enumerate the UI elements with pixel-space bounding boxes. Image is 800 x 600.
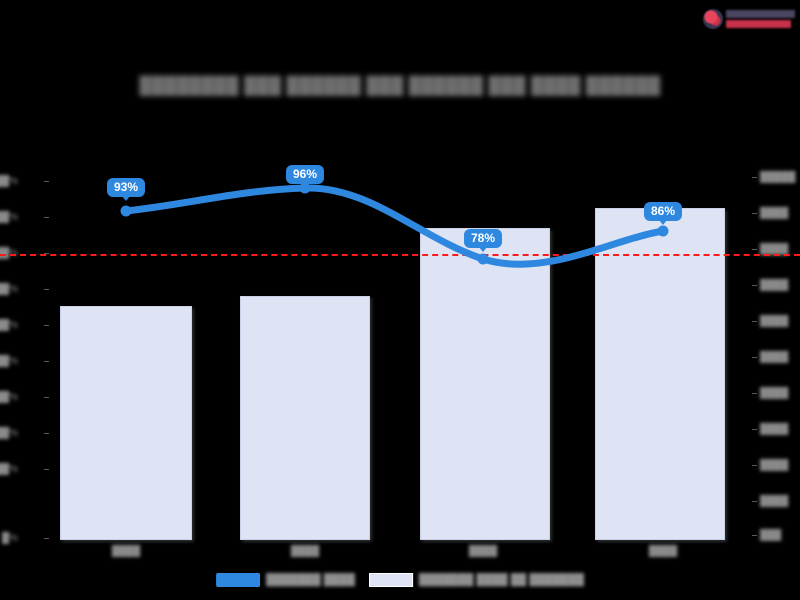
chart-legend: ███████ ████ ███████ ████ ██ ███████ bbox=[206, 568, 594, 592]
right-axis-tick bbox=[752, 465, 757, 466]
data-label-3: 78% bbox=[463, 229, 503, 252]
left-axis-label: █% bbox=[2, 533, 18, 544]
left-axis-tick bbox=[44, 433, 49, 434]
left-axis-tick bbox=[44, 361, 49, 362]
right-axis-label: ████ bbox=[760, 316, 789, 327]
left-axis-label: ██% bbox=[0, 284, 18, 295]
left-axis-label: ██% bbox=[0, 428, 18, 439]
right-axis-tick bbox=[752, 249, 757, 250]
bar-category-3[interactable] bbox=[420, 228, 550, 540]
line-point-1[interactable] bbox=[120, 205, 132, 217]
legend-label-line-series: ███████ ████ bbox=[266, 574, 355, 586]
x-axis-label-4: ████ bbox=[648, 546, 678, 557]
data-label-1: 93% bbox=[106, 178, 146, 201]
target-reference-line bbox=[0, 254, 800, 256]
left-axis-tick bbox=[44, 538, 49, 539]
x-axis-label-1: ████ bbox=[111, 546, 141, 557]
left-axis-tick bbox=[44, 217, 49, 218]
left-axis-label: ███% bbox=[0, 248, 18, 259]
legend-swatch-bar-icon bbox=[368, 573, 413, 587]
right-axis-label: ████ bbox=[760, 352, 789, 363]
right-axis-tick bbox=[752, 501, 757, 502]
right-axis-tick bbox=[752, 285, 757, 286]
right-axis-tick bbox=[752, 213, 757, 214]
right-axis-tick bbox=[752, 393, 757, 394]
brand-logo bbox=[703, 5, 795, 33]
x-axis-label-2: ████ bbox=[290, 546, 320, 557]
left-axis-label: ██% bbox=[0, 464, 18, 475]
left-axis-label: ███% bbox=[0, 176, 18, 187]
right-axis-label: ████ bbox=[760, 280, 789, 291]
flower-circle-icon bbox=[703, 9, 723, 29]
left-axis-tick bbox=[44, 289, 49, 290]
right-axis-label: ████ bbox=[760, 496, 789, 507]
brand-logo-line-1 bbox=[726, 10, 795, 18]
right-axis-label: ████ bbox=[760, 460, 789, 471]
line-series-path bbox=[122, 184, 667, 268]
left-axis-tick bbox=[44, 325, 49, 326]
right-axis-label: █████ bbox=[760, 172, 796, 183]
x-axis-label-3: ████ bbox=[468, 546, 498, 557]
left-axis-tick bbox=[44, 469, 49, 470]
data-label-4: 86% bbox=[643, 202, 683, 225]
right-axis-label: ███ bbox=[760, 530, 782, 541]
left-axis-tick bbox=[44, 397, 49, 398]
brand-logo-text bbox=[726, 10, 795, 28]
right-axis-label: ████ bbox=[760, 244, 789, 255]
bar-category-1[interactable] bbox=[60, 306, 192, 540]
right-axis-label: ████ bbox=[760, 388, 789, 399]
left-axis-label: ██% bbox=[0, 392, 18, 403]
legend-item-line-series[interactable]: ███████ ████ bbox=[216, 573, 355, 587]
right-axis-label: ████ bbox=[760, 208, 789, 219]
right-axis-tick bbox=[752, 535, 757, 536]
left-axis-label: ███% bbox=[0, 212, 18, 223]
right-axis-tick bbox=[752, 177, 757, 178]
right-axis-tick bbox=[752, 357, 757, 358]
chart-title: ████████ ███ ██████ ███ ██████ ███ ████ … bbox=[139, 76, 661, 95]
brand-logo-line-2 bbox=[726, 20, 791, 28]
left-axis-label: ██% bbox=[0, 356, 18, 367]
legend-label-bar-series: ███████ ████ ██ ███████ bbox=[418, 574, 584, 586]
bar-category-2[interactable] bbox=[240, 296, 370, 540]
left-axis-label: ██% bbox=[0, 320, 18, 331]
legend-item-bar-series[interactable]: ███████ ████ ██ ███████ bbox=[368, 573, 584, 587]
legend-swatch-line-icon bbox=[216, 573, 261, 587]
right-axis-tick bbox=[752, 429, 757, 430]
left-axis-tick bbox=[44, 181, 49, 182]
right-axis-tick bbox=[752, 321, 757, 322]
left-axis-tick bbox=[44, 253, 49, 254]
bar-category-4[interactable] bbox=[595, 208, 725, 540]
right-axis-label: ████ bbox=[760, 424, 789, 435]
data-label-2: 96% bbox=[285, 165, 325, 188]
